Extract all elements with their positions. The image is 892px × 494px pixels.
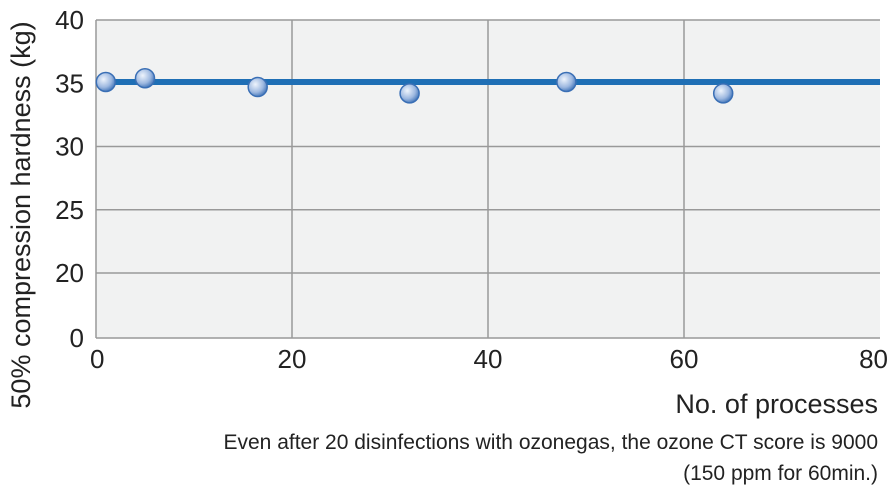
data-point-5 xyxy=(556,71,577,93)
y-tick-label-20: 20 xyxy=(55,258,84,288)
chart-note-line-1: Even after 20 disinfections with ozonega… xyxy=(224,431,879,454)
y-tick-label-0: 0 xyxy=(70,323,84,353)
x-axis-title: No. of processes xyxy=(675,389,878,419)
data-point-6 xyxy=(712,83,734,104)
x-tick-label-40: 40 xyxy=(474,344,503,374)
x-tick-label-60: 60 xyxy=(670,344,699,374)
y-tick-labels: 0 20 25 30 35 40 xyxy=(55,5,84,353)
x-tick-label-20: 20 xyxy=(278,344,307,374)
data-points xyxy=(95,67,734,104)
x-tick-label-0: 0 xyxy=(90,344,104,374)
y-tick-label-40: 40 xyxy=(55,5,84,35)
y-tick-label-35: 35 xyxy=(55,68,84,98)
data-point-2 xyxy=(134,67,156,89)
chart-note-line-2: (150 ppm for 60min.) xyxy=(683,462,878,485)
data-point-3 xyxy=(247,76,268,98)
y-axis-title: 50% compression hardness (kg) xyxy=(6,21,36,408)
y-tick-label-25: 25 xyxy=(55,195,84,225)
y-tick-label-30: 30 xyxy=(55,132,84,162)
data-point-4 xyxy=(399,83,420,104)
x-tick-labels: 0 20 40 60 80 xyxy=(90,344,888,374)
x-tick-label-80: 80 xyxy=(859,344,888,374)
data-point-1 xyxy=(95,71,117,93)
